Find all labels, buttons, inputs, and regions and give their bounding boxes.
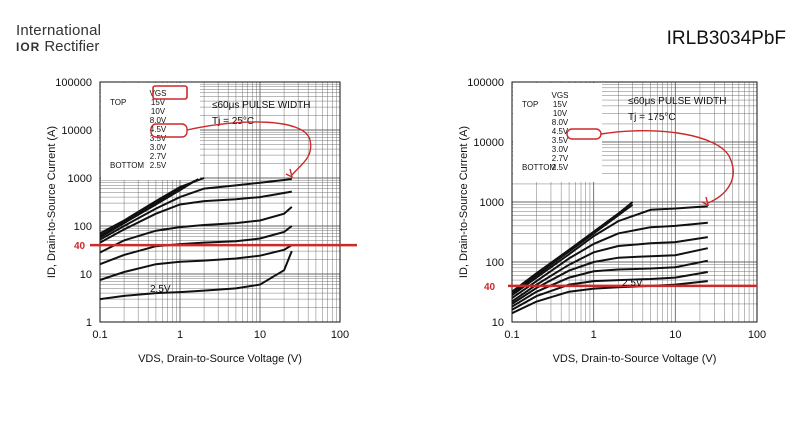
curve-label-2-5v: 2.5V bbox=[622, 278, 643, 289]
x-axis-label: VDS, Drain-to-Source Voltage (V) bbox=[553, 353, 717, 365]
legend-bottom-label: BOTTOM bbox=[110, 161, 144, 170]
x-tick-label: 0.1 bbox=[92, 329, 107, 341]
x-axis-label: VDS, Drain-to-Source Voltage (V) bbox=[138, 353, 302, 365]
curve-3-0V bbox=[99, 206, 293, 254]
y-tick-label: 100000 bbox=[55, 77, 92, 89]
highlight-arrow-line bbox=[600, 130, 734, 204]
curve-3-0V bbox=[511, 236, 708, 303]
x-tick-label: 10 bbox=[669, 329, 681, 341]
legend-entry: 2.5V bbox=[552, 163, 569, 172]
y-tick-label: 10 bbox=[492, 317, 504, 329]
curve-2-7V bbox=[99, 225, 293, 266]
x-tick-label: 100 bbox=[748, 329, 766, 341]
curve-2-7V bbox=[511, 259, 708, 308]
y-tick-label: 1000 bbox=[480, 197, 504, 209]
legend-entry: 8.0V bbox=[552, 118, 569, 127]
legend-entry: 2.7V bbox=[552, 154, 569, 163]
x-tick-label: 1 bbox=[177, 329, 183, 341]
curve-label-2-5v: 2.5V bbox=[150, 284, 171, 295]
plot-frame bbox=[99, 81, 341, 323]
logo-text-rectifier: Rectifier bbox=[44, 38, 100, 55]
annotation-pulse-width: ≤60μs PULSE WIDTH bbox=[628, 96, 727, 107]
highlight-arrow-head bbox=[285, 168, 294, 179]
y-tick-label: 100 bbox=[74, 221, 92, 233]
curve-2-5V bbox=[99, 250, 293, 301]
legend-bottom-label: BOTTOM bbox=[522, 163, 556, 172]
curve-2-6V bbox=[511, 271, 708, 311]
curve-10V bbox=[511, 203, 634, 295]
legend-background bbox=[513, 83, 602, 182]
curve-4-5V bbox=[511, 205, 708, 297]
highlight-arrow-line bbox=[186, 121, 312, 176]
curve-2-6V bbox=[99, 244, 293, 281]
logo-line-rectifier: IOR Rectifier bbox=[16, 38, 101, 55]
y-tick-label: 10 bbox=[80, 269, 92, 281]
logo-mark: IOR bbox=[16, 39, 41, 54]
y-tick-label: 1 bbox=[86, 317, 92, 329]
part-number: IRLB3034PbF bbox=[666, 28, 786, 49]
company-logo: International IOR Rectifier bbox=[16, 22, 101, 55]
curve-3-5V bbox=[99, 190, 292, 244]
logo-text-international: International bbox=[16, 22, 102, 39]
curve-3-5V bbox=[511, 221, 708, 299]
legend-entry: 3.0V bbox=[552, 145, 569, 154]
annotation-junction-temp: Tj = 175°C bbox=[628, 112, 676, 123]
x-tick-label: 0.1 bbox=[504, 329, 519, 341]
curve-8-0V bbox=[99, 180, 195, 239]
legend-entry: 3.5V bbox=[552, 136, 569, 145]
annotation-junction-temp: Tj = 25°C bbox=[212, 116, 254, 127]
legend-top-label: TOP bbox=[522, 100, 538, 109]
legend-entry: 2.5V bbox=[150, 161, 167, 170]
highlight-box-vgs bbox=[152, 85, 188, 100]
legend-entry: 2.7V bbox=[150, 152, 167, 161]
y-tick-label: 1000 bbox=[68, 173, 92, 185]
y-axis-label: ID, Drain-to-Source Current (A) bbox=[46, 126, 58, 278]
legend-entry: 3.5V bbox=[150, 134, 167, 143]
legend-entry: 8.0V bbox=[150, 116, 167, 125]
y-tick-label: 10000 bbox=[61, 125, 92, 137]
highlight-arrow-head bbox=[701, 196, 710, 207]
threshold-label: 40 bbox=[74, 241, 86, 252]
legend-entry: 4.5V bbox=[552, 127, 569, 136]
x-tick-label: 100 bbox=[331, 329, 349, 341]
legend-entry: 15V bbox=[553, 100, 568, 109]
y-tick-label: 100 bbox=[486, 257, 504, 269]
threshold-label: 40 bbox=[484, 282, 496, 293]
plot-frame bbox=[511, 81, 758, 323]
x-tick-label: 1 bbox=[591, 329, 597, 341]
legend-entry: 10V bbox=[151, 107, 166, 116]
legend-entry: 4.5V bbox=[150, 125, 167, 134]
legend-top-label: TOP bbox=[110, 98, 126, 107]
legend-entry: 15V bbox=[151, 98, 166, 107]
highlight-box-4-5v bbox=[150, 123, 188, 138]
annotation-pulse-width: ≤60μs PULSE WIDTH bbox=[212, 100, 311, 111]
curve-15V bbox=[511, 201, 634, 293]
chart-tj-175c: 40 0.1 1 10 100 10 100 1000 10000 100000 VDS, Drai… bbox=[458, 77, 766, 365]
curve-4-5V bbox=[99, 178, 292, 241]
legend-entry: 10V bbox=[553, 109, 568, 118]
y-tick-label: 100000 bbox=[467, 77, 504, 89]
legend-header: VGS bbox=[552, 91, 569, 100]
legend-header: VGS bbox=[150, 89, 167, 98]
legend-entry: 3.0V bbox=[150, 143, 167, 152]
y-tick-label: 10000 bbox=[473, 137, 504, 149]
x-tick-label: 10 bbox=[254, 329, 266, 341]
y-axis-label: ID, Drain-to-Source Current (A) bbox=[458, 126, 470, 278]
